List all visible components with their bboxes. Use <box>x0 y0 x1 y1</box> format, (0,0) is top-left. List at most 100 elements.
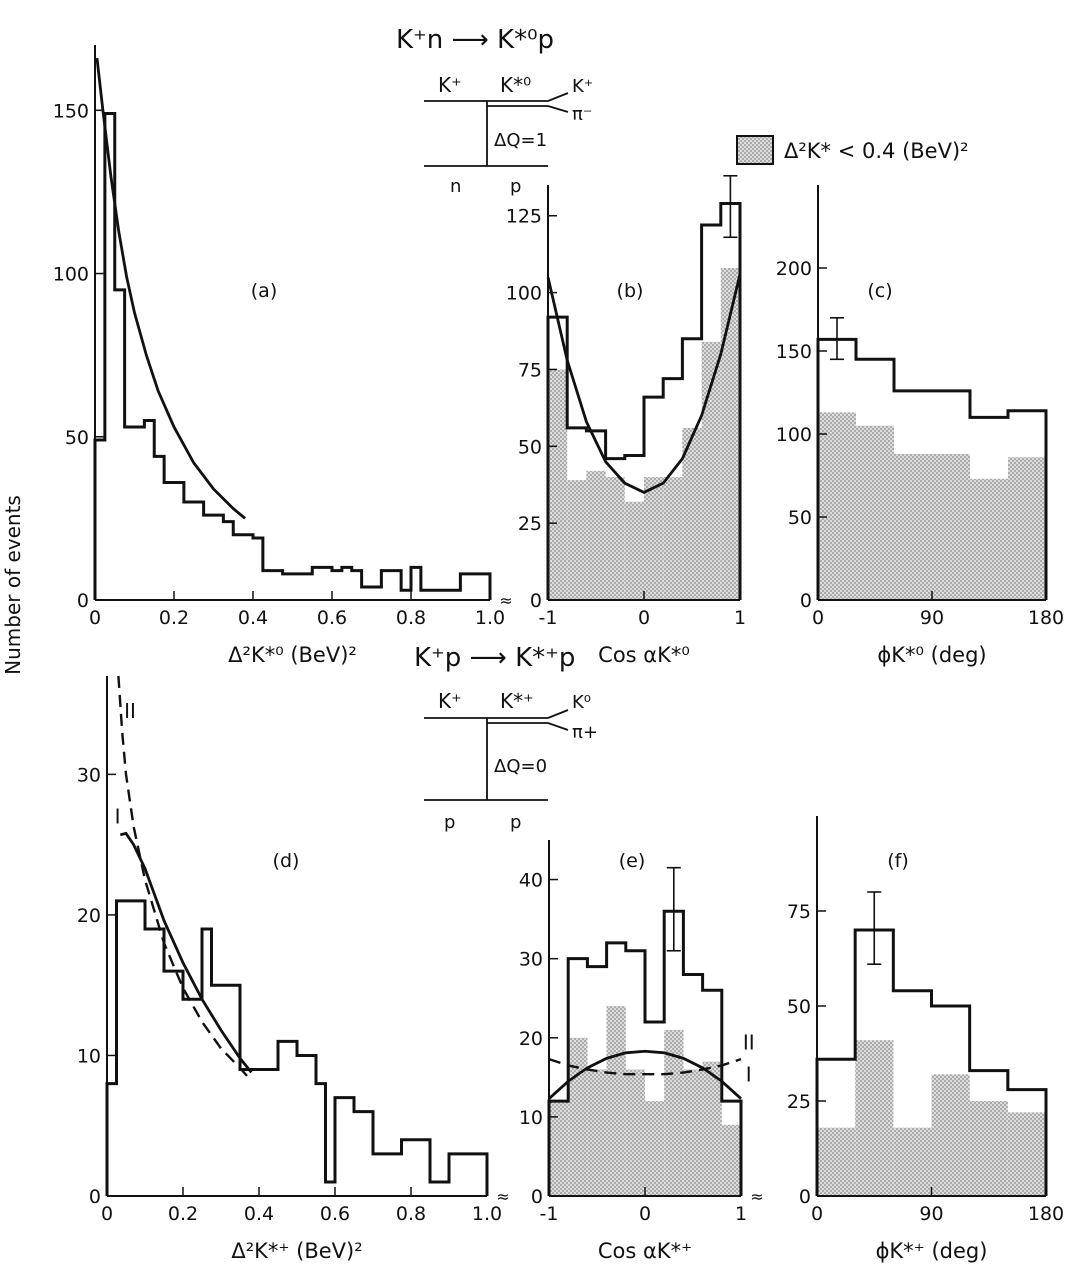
panel-f-shaded-bar <box>893 1127 932 1196</box>
panel-f-shaded-bar <box>817 1127 856 1196</box>
panel-e-histogram <box>547 909 743 1196</box>
panel-b-shaded-bar <box>663 477 683 600</box>
panel-a-x-tick-label: 0.6 <box>317 607 347 629</box>
panel-e-shaded-bar <box>683 1069 703 1196</box>
legend: Δ²K* < 0.4 (BeV)² <box>736 135 969 165</box>
diagram-2-top-mid: K*⁺ <box>500 689 534 713</box>
panel-c-shaded-bar <box>894 453 970 600</box>
panel-c-x-axis-title: ϕK*⁰ (deg) <box>877 643 986 667</box>
panel-c-x-tick-label: 0 <box>812 607 824 629</box>
panel-b-y-tick-label: 50 <box>518 436 542 458</box>
diagram-2-out2: π+ <box>572 722 598 743</box>
panel-a-y-tick-label: 150 <box>53 100 89 122</box>
panel-f-x-tick-label: 90 <box>919 1203 943 1225</box>
panel-e-curve-label: II <box>743 1031 755 1055</box>
panel-c-shaded-bar <box>856 425 894 600</box>
panel-f-y-tick-label: 25 <box>787 1091 811 1113</box>
panel-e-shaded-bar <box>664 1029 684 1196</box>
panel-b-curve-fit <box>546 273 742 494</box>
panel-f-y-tick-label: 50 <box>787 996 811 1018</box>
diagram-1-bottom-right: p <box>510 176 521 197</box>
panel-b-shaded-bar <box>586 470 606 600</box>
diagram-2-bottom-right: p <box>510 812 521 833</box>
panel-b-y-tick-label: 0 <box>530 590 542 612</box>
panel-d-x-tick-label: 0.8 <box>396 1203 426 1225</box>
panel-b-panel-label: (b) <box>617 280 644 302</box>
diagram-2-reaction: K⁺p ⟶ K*⁺p <box>414 643 575 673</box>
panel-c-y-tick-label: 0 <box>800 590 812 612</box>
panel-f-y-tick-label: 0 <box>799 1186 811 1208</box>
panel-a-axis-break: ≈ <box>499 591 512 610</box>
panel-f-y-tick-label: 75 <box>787 901 811 923</box>
panel-c-shaded-bar <box>1008 457 1046 600</box>
panel-d-panel-label: (d) <box>273 850 300 872</box>
panel-c-x-tick-label: 90 <box>920 607 944 629</box>
panel-a-panel-label: (a) <box>251 280 277 302</box>
panel-e-curve-label: I <box>746 1062 752 1086</box>
panel-c-panel-label: (c) <box>867 280 892 302</box>
panel-c-shaded-bar <box>970 478 1008 600</box>
panel-d: 0 10 20 30 0 0.2 0.4 0.6 0.8 1.0≈ (d) Δ²K*⁺ (BeV)² I… <box>77 675 510 1263</box>
diagram-2-out1: K⁰ <box>572 692 591 713</box>
panel-e-curve-i <box>548 1049 742 1100</box>
panel-f-shaded-bar <box>855 1040 894 1196</box>
diagram-1-top-mid: K*⁰ <box>500 73 531 97</box>
exchange-diagram-2: K⁺p ⟶ K*⁺p K⁺ K*⁺ K⁰ π+ ΔQ=0 p p <box>414 643 598 833</box>
panel-c-y-tick-label: 50 <box>788 507 812 529</box>
panel-e-panel-label: (e) <box>619 850 646 872</box>
panel-f-histogram <box>815 928 1048 1196</box>
legend-swatch <box>736 135 774 165</box>
panel-b-y-tick-label: 100 <box>506 283 542 305</box>
panel-e-shaded-bar <box>702 1061 722 1196</box>
panel-f-x-tick-label: 0 <box>811 1203 823 1225</box>
panel-d-x-tick-label: 0 <box>101 1203 113 1225</box>
panel-f-panel-label: (f) <box>887 850 909 872</box>
panel-b-shaded-bar <box>682 427 702 600</box>
panel-d-y-tick-label: 20 <box>77 905 101 927</box>
panel-a-x-axis-title: Δ²K*⁰ (BeV)² <box>228 643 357 667</box>
panel-a-y-tick-label: 50 <box>65 427 89 449</box>
panel-f-shaded-bar <box>969 1101 1008 1196</box>
panel-a-curve-fit <box>95 57 246 520</box>
diagram-2-bottom-left: p <box>444 812 455 833</box>
panel-a-y-tick-label: 0 <box>77 590 89 612</box>
panel-e-x-tick-label: 1 <box>735 1203 747 1225</box>
panel-b-shaded-bar <box>720 268 740 600</box>
panel-a-histogram <box>93 112 492 600</box>
diagram-2-exchange: ΔQ=0 <box>494 756 547 777</box>
panel-e-shaded-bar <box>721 1124 741 1196</box>
panel-f-shaded-bar <box>931 1074 970 1196</box>
panel-c-histogram <box>816 337 1048 600</box>
panel-d-axis-break: ≈ <box>496 1187 509 1206</box>
panel-d-x-axis-title: Δ²K*⁺ (BeV)² <box>231 1239 362 1263</box>
panel-e-shaded-bar <box>645 1101 665 1196</box>
panel-a-x-tick-label: 0 <box>89 607 101 629</box>
diagram-1-top-left: K⁺ <box>438 73 462 97</box>
panel-e-curve-ii <box>548 1057 742 1076</box>
panel-a-x-tick-label: 0.8 <box>396 607 426 629</box>
panel-d-y-tick-label: 30 <box>77 764 101 786</box>
panel-a-x-tick-label: 0.4 <box>238 607 268 629</box>
panel-d-curve-label: I <box>115 805 121 829</box>
panel-d-x-tick-label: 0.4 <box>244 1203 274 1225</box>
panel-b-y-tick-label: 25 <box>518 513 542 535</box>
panel-e-y-tick-label: 0 <box>531 1186 543 1208</box>
diagram-1-out2: π⁻ <box>572 104 592 125</box>
panel-d-curve-ii <box>117 675 253 1082</box>
panel-e-x-tick-label: 0 <box>639 1203 651 1225</box>
panel-f-x-tick-label: 180 <box>1028 1203 1064 1225</box>
panel-e-y-tick-label: 20 <box>519 1028 543 1050</box>
panel-b-y-tick-label: 75 <box>518 359 542 381</box>
panel-e-y-tick-label: 40 <box>519 870 543 892</box>
panel-e-shaded-bar <box>549 1101 569 1196</box>
panel-b-shaded-bar <box>624 501 644 600</box>
panel-e-shaded-bar <box>587 1069 607 1196</box>
panel-c-x-tick-label: 180 <box>1028 607 1064 629</box>
panel-d-y-tick-label: 0 <box>89 1186 101 1208</box>
panel-b-histogram <box>546 201 742 600</box>
diagram-2-top-left: K⁺ <box>438 689 462 713</box>
panel-c-y-tick-label: 150 <box>776 341 812 363</box>
panel-e-shaded-bar <box>625 1069 645 1196</box>
panel-f-x-axis-title: ϕK*⁺ (deg) <box>876 1239 988 1263</box>
